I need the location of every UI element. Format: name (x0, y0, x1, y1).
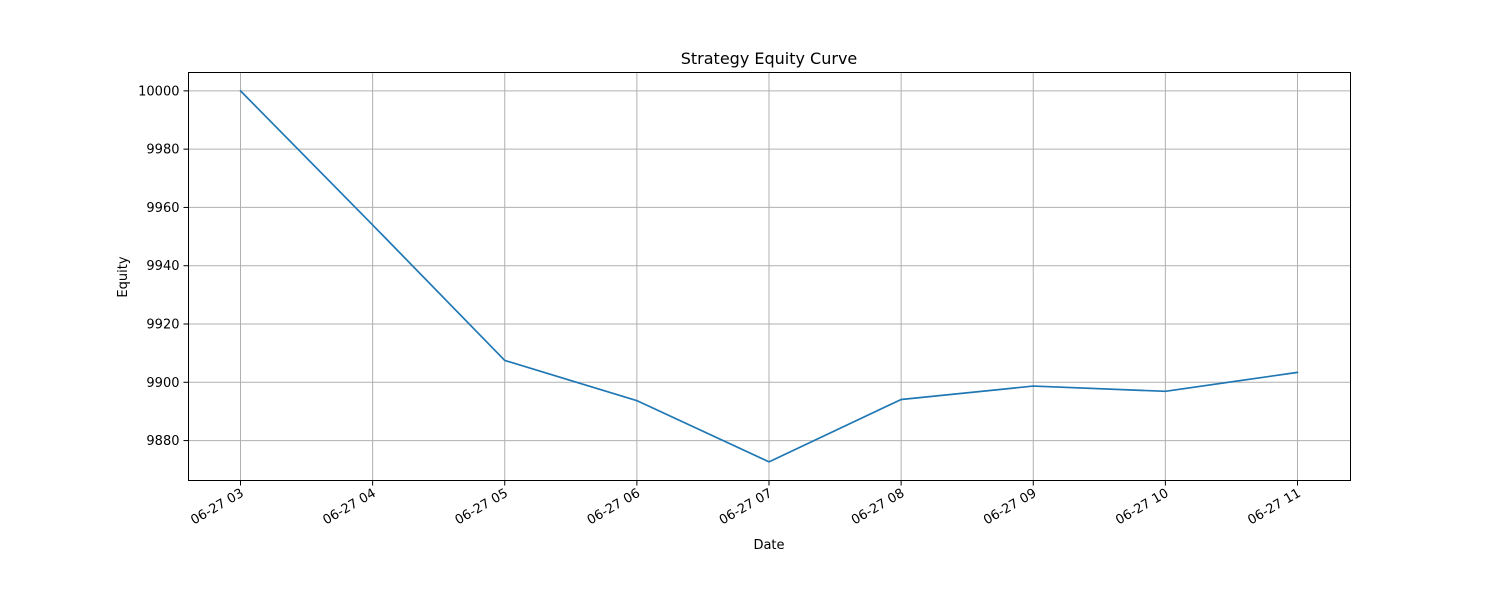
x-tick-label: 06-27 03 (188, 486, 246, 528)
grid (188, 72, 1351, 481)
y-tick-label: 9980 (146, 143, 179, 158)
ticks: 06-27 03 06-27 04 06-27 05 06-27 06 06-27 07… (138, 84, 1303, 528)
x-tick-label: 06-27 08 (849, 486, 907, 528)
y-tick-label: 9960 (146, 201, 179, 216)
y-tick-label: 9880 (146, 434, 179, 449)
x-tick-label: 06-27 09 (981, 486, 1039, 528)
x-tick-label: 06-27 11 (1245, 486, 1303, 528)
x-tick-label: 06-27 06 (585, 486, 643, 528)
series-layer (239, 90, 1299, 463)
y-tick-label: 9900 (146, 376, 179, 391)
x-tick-label: 06-27 05 (453, 486, 511, 528)
x-tick-label: 06-27 07 (717, 486, 775, 528)
y-tick-label: 10000 (138, 84, 179, 99)
y-tick-label: 9940 (146, 259, 179, 274)
equity-series-line (239, 90, 1299, 463)
x-tick-label: 06-27 04 (321, 486, 379, 528)
x-tick-label: 06-27 10 (1113, 486, 1171, 528)
chart-title: Strategy Equity Curve (681, 49, 858, 68)
y-tick-label: 9920 (146, 318, 179, 333)
y-axis-label: Equity (116, 256, 131, 297)
x-axis-label: Date (753, 538, 784, 553)
